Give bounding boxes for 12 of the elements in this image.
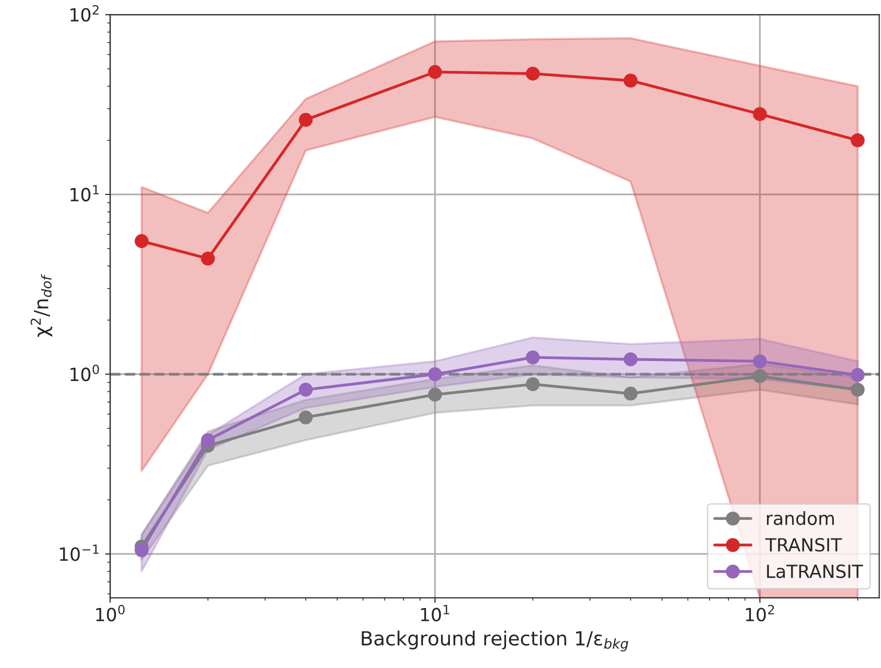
- legend-label: LaTRANSIT: [767, 564, 864, 578]
- y-tick-label: 10$^{2}$: [70, 5, 99, 22]
- x-tick-label: 10$^{1}$: [421, 605, 450, 622]
- y-tick-label: 10$^{−1}$: [60, 544, 99, 561]
- x-tick-label: 10$^{2}$: [746, 604, 774, 622]
- y-tick-label: 10$^{0}$: [70, 364, 99, 382]
- y-tick-label: 10$^{1}$: [70, 185, 99, 202]
- legend-label: TRANSIT: [765, 538, 842, 552]
- x-axis-title: Background rejection 1/ε$_{bkg}$: [362, 630, 628, 652]
- x-tick-label: 10$^{0}$: [96, 604, 125, 622]
- legend-label: random: [766, 511, 834, 526]
- y-axis-title: χ$^{2}$/n$_{dof}$: [30, 274, 52, 337]
